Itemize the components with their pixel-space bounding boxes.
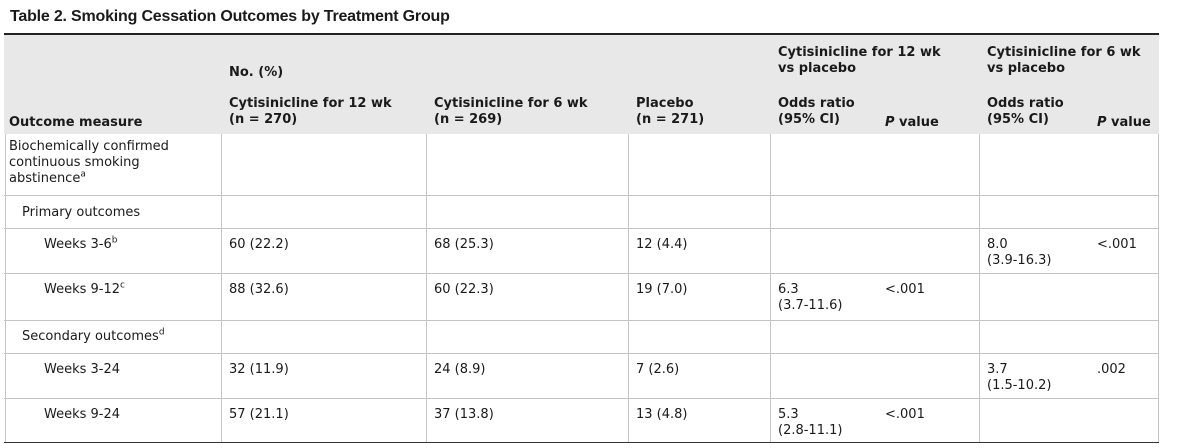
cell-p6: .002 [1097,362,1126,377]
cell-cyt6: 60 (22.3) [434,282,494,297]
cell-or6-ci: (3.9-16.3) [987,253,1052,268]
row-divider [4,398,1159,399]
cell-cyt6: 68 (25.3) [434,237,494,252]
header-cyt12-vs-placebo-line2: vs placebo [778,61,857,76]
cell-cyt6: 24 (8.9) [434,362,486,377]
cell-or12: 6.3 [778,282,799,297]
cell-or6-ci: (1.5-10.2) [987,378,1052,393]
cell-or12-ci: (3.7-11.6) [778,298,843,313]
header-cyt12-line2: (n = 270) [229,112,298,127]
section-main-line3: abstinencea [9,169,86,187]
header-or12-line2: (95% CI) [778,112,840,127]
cell-placebo: 19 (7.0) [636,282,688,297]
row-divider [4,320,1159,321]
column-divider [979,134,980,442]
header-placebo-line2: (n = 271) [636,112,705,127]
cell-or6: 3.7 [987,362,1008,377]
header-outcome-measure: Outcome measure [9,115,143,130]
cell-placebo: 12 (4.4) [636,237,688,252]
cell-cyt12: 88 (32.6) [229,282,289,297]
row-label-text: Weeks 3-6 [44,237,112,252]
section-main-line1: Biochemically confirmed [9,139,169,154]
section-primary-outcomes: Primary outcomes [22,205,141,220]
cell-p12: <.001 [885,407,925,422]
column-divider [5,134,6,442]
section-secondary-outcomes: Secondary outcomesd [22,327,165,345]
title-rule [4,33,1159,35]
footnote-c: c [120,280,125,291]
row-divider [4,228,1159,229]
header-p12-prefix: P [885,115,895,130]
table-title: Table 2. Smoking Cessation Outcomes by T… [10,8,450,25]
cell-cyt6: 37 (13.8) [434,407,494,422]
footnote-d: d [158,327,165,338]
header-p12-suffix: value [894,115,939,130]
outcomes-table: No. (%) Cytisinicline for 12 wk vs place… [4,35,1159,443]
cell-placebo: 7 (2.6) [636,362,680,377]
header-no-pct: No. (%) [229,65,284,80]
table-bottom-rule [4,442,1159,443]
cell-placebo: 13 (4.8) [636,407,688,422]
header-placebo-line1: Placebo [636,96,694,111]
row-divider [4,353,1159,354]
cell-or6: 8.0 [987,237,1008,252]
row-label: Weeks 9-24 [44,407,121,422]
cell-or12-ci: (2.8-11.1) [778,423,843,438]
header-cyt12-line1: Cytisinicline for 12 wk [229,96,392,111]
row-label: Weeks 9-12c [44,280,125,298]
section-secondary-text: Secondary outcomes [22,329,159,344]
row-label-text: Weeks 9-12 [44,282,121,297]
cell-or12: 5.3 [778,407,799,422]
row-label: Weeks 3-24 [44,362,121,377]
header-cyt6-line2: (n = 269) [434,112,503,127]
header-p12: P value [885,115,939,131]
row-label: Weeks 3-6b [44,235,118,253]
header-cyt12-vs-placebo-line1: Cytisinicline for 12 wk [778,45,941,60]
column-divider [628,134,629,442]
header-p6: P value [1097,115,1151,131]
header-cyt6-vs-placebo-line1: Cytisinicline for 6 wk [987,45,1141,60]
section-main-line2: continuous smoking [9,155,140,170]
column-divider [770,134,771,442]
row-divider [4,273,1159,274]
footnote-b: b [111,235,118,246]
header-cyt6-vs-placebo-line2: vs placebo [987,61,1066,76]
header-or6-line2: (95% CI) [987,112,1049,127]
footnote-a: a [80,169,86,180]
header-p6-prefix: P [1097,115,1107,130]
header-p6-suffix: value [1106,115,1151,130]
cell-cyt12: 57 (21.1) [229,407,289,422]
row-divider [4,195,1159,196]
column-divider [426,134,427,442]
column-divider [221,134,222,442]
cell-cyt12: 60 (22.2) [229,237,289,252]
header-or12-line1: Odds ratio [778,96,855,111]
table-header-band [4,35,1159,134]
header-or6-line1: Odds ratio [987,96,1064,111]
cell-cyt12: 32 (11.9) [229,362,289,377]
section-main-text: abstinence [9,171,81,186]
cell-p6: <.001 [1097,237,1137,252]
column-divider [1158,134,1159,442]
header-cyt6-line1: Cytisinicline for 6 wk [434,96,588,111]
cell-p12: <.001 [885,282,925,297]
